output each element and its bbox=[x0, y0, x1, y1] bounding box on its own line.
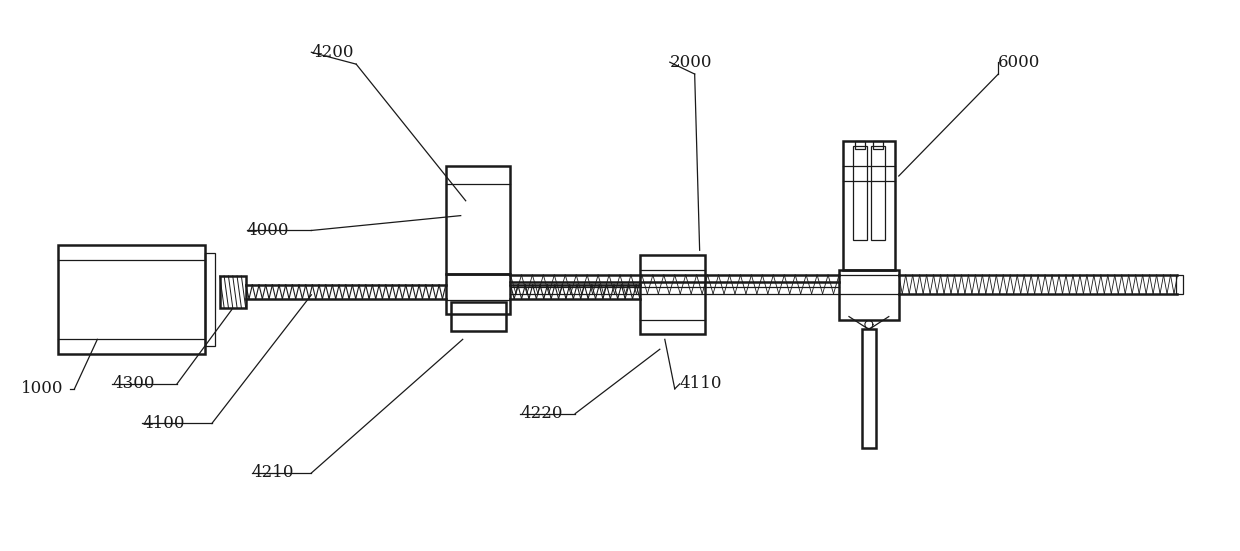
Text: 6000: 6000 bbox=[998, 53, 1040, 71]
Text: 4300: 4300 bbox=[113, 375, 155, 392]
Bar bbox=[843, 142, 895, 270]
Bar bbox=[57, 245, 205, 354]
Bar bbox=[839, 270, 899, 320]
Bar bbox=[219, 276, 246, 307]
Text: 4210: 4210 bbox=[252, 464, 294, 482]
Text: 4110: 4110 bbox=[680, 375, 722, 392]
Text: 4200: 4200 bbox=[311, 44, 353, 61]
Bar bbox=[451, 302, 506, 332]
Text: 4000: 4000 bbox=[247, 222, 289, 239]
Bar bbox=[873, 142, 883, 149]
Text: 4220: 4220 bbox=[521, 405, 563, 422]
Bar bbox=[446, 274, 511, 314]
Bar bbox=[205, 253, 215, 346]
Bar bbox=[854, 142, 864, 149]
Bar bbox=[640, 255, 704, 334]
Text: 2000: 2000 bbox=[670, 53, 712, 71]
Bar bbox=[1176, 275, 1183, 294]
Bar bbox=[870, 147, 885, 240]
Bar bbox=[853, 147, 867, 240]
Bar bbox=[862, 329, 875, 449]
Bar bbox=[446, 166, 511, 274]
Text: 1000: 1000 bbox=[21, 380, 63, 397]
Text: 4100: 4100 bbox=[143, 415, 185, 432]
